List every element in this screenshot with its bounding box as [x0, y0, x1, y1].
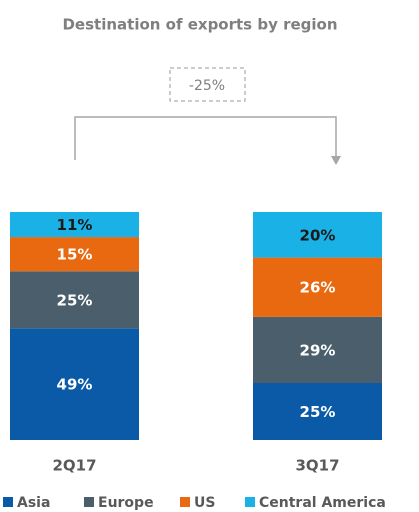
bar-segment [10, 271, 139, 329]
arrow-head [331, 156, 341, 165]
legend-swatch [3, 497, 13, 507]
data-label: 26% [300, 279, 336, 297]
data-label: 29% [300, 341, 336, 359]
annotation-box [169, 67, 246, 102]
data-label: 49% [57, 376, 93, 394]
chart-title: Destination of exports by region [62, 16, 337, 34]
bar-segment [10, 328, 139, 440]
annotation: -25% [189, 78, 225, 94]
legend-label: Asia [17, 495, 50, 511]
data-label: 25% [300, 403, 336, 421]
legend-label: Central America [259, 495, 386, 511]
legend-swatch [245, 497, 255, 507]
bar-segment [253, 212, 382, 258]
x-tick-label: 2Q17 [52, 457, 96, 475]
data-label: 11% [57, 216, 93, 234]
data-label: 15% [57, 246, 93, 264]
bar-segment [10, 237, 139, 272]
data-label: 20% [300, 226, 336, 244]
legend-label: Europe [98, 495, 154, 511]
bar-segment [253, 316, 382, 383]
bar-segment [10, 212, 139, 238]
legend-label: US [194, 495, 215, 511]
bar-segment [253, 383, 382, 440]
data-label: 25% [57, 291, 93, 309]
bar-segment [253, 257, 382, 317]
legend-swatch [180, 497, 190, 507]
x-tick-label: 3Q17 [295, 457, 339, 475]
legend-swatch [84, 497, 94, 507]
bracket [74, 116, 337, 160]
